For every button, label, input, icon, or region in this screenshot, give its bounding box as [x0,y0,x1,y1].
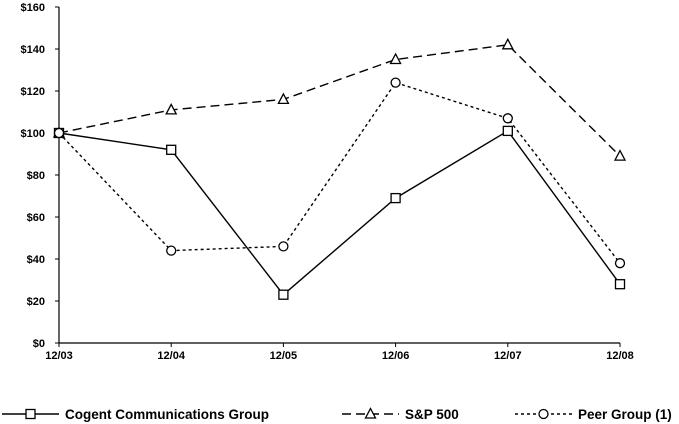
data-point-marker [278,289,289,300]
y-tick-label: $140 [21,44,45,56]
y-tick-label: $60 [27,212,45,224]
legend-marker [25,408,36,420]
data-point-marker [502,125,513,137]
legend-marker [538,408,549,420]
data-point-marker [390,192,401,204]
x-tick-label: 12/08 [606,350,634,362]
data-point-marker [166,245,177,256]
x-tick-label: 12/03 [45,350,73,362]
x-tick-label: 12/07 [494,350,522,362]
legend-label: Cogent Communications Group [65,407,269,422]
series-lines [52,37,627,300]
legend-label: S&P 500 [405,407,459,422]
x-tick-label: 12/04 [157,350,185,362]
axes [58,7,620,344]
y-tick-label: $0 [33,338,45,350]
data-point-marker [278,241,289,252]
data-point-marker [390,77,401,88]
x-axis-ticks: 12/03 12/04 12/05 12/06 12/07 12/08 [45,343,634,362]
y-tick-label: $160 [21,2,45,14]
data-point-marker [53,127,65,139]
y-tick-label: $20 [27,296,45,308]
legend-item: Peer Group (1) [515,407,672,422]
data-point-marker [501,37,514,50]
series-1 [52,37,627,161]
legend: Cogent Communications Group S&P 500 Peer G… [2,407,672,422]
x-tick-label: 12/06 [382,350,410,362]
legend-label: Peer Group (1) [578,407,672,422]
data-point-marker [389,52,402,65]
y-tick-label: $80 [27,170,45,182]
data-point-marker [165,103,178,115]
series-2 [53,77,626,269]
legend-item: Cogent Communications Group [2,407,269,422]
data-point-marker [166,144,177,155]
y-tick-label: $120 [21,86,45,98]
data-point-marker [277,92,290,105]
series-line [58,44,621,157]
legend-item: S&P 500 [342,407,459,422]
data-point-marker [614,258,626,269]
data-point-marker [502,113,513,124]
x-tick-label: 12/05 [270,350,298,362]
y-tick-label: $40 [27,254,45,266]
series-0 [53,125,626,300]
data-point-marker [613,149,627,161]
y-tick-label: $100 [21,128,45,140]
y-axis-ticks: $0 $20 $40 $60 $80 $100 $120 $140 $160 [21,2,59,350]
legend-marker [364,407,377,419]
data-point-marker [614,279,626,290]
series-line [58,81,621,264]
series-line [58,129,621,296]
